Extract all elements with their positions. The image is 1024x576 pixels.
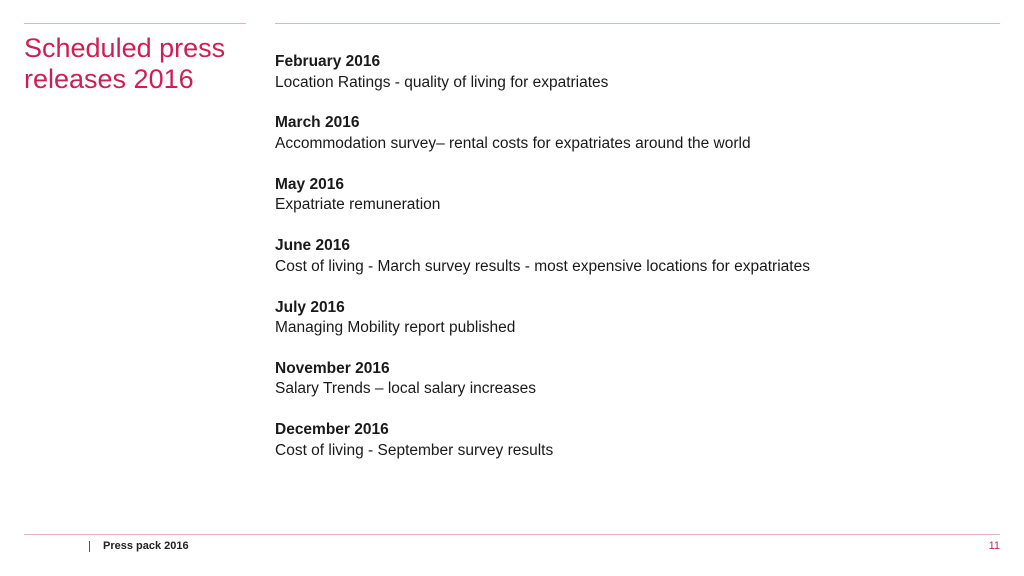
footer-separator (89, 541, 90, 552)
page-number: 11 (988, 540, 1000, 552)
release-description: Managing Mobility report published (275, 319, 516, 337)
release-date: November 2016 (275, 359, 390, 377)
footer-label: Press pack 2016 (103, 540, 189, 552)
release-description: Location Ratings - quality of living for… (275, 73, 609, 91)
slide-title-line-1: Scheduled press (24, 33, 226, 63)
press-release-list: February 2016 Location Ratings - quality… (275, 52, 995, 482)
release-item-december: December 2016 Cost of living - September… (275, 420, 995, 481)
release-date: December 2016 (275, 421, 389, 439)
release-date: June 2016 (275, 237, 350, 255)
top-left-divider (24, 23, 246, 24)
release-item-may: May 2016 Expatriate remuneration (275, 175, 995, 236)
release-description: Salary Trends – local salary increases (275, 380, 537, 398)
release-description: Cost of living - March survey results - … (275, 257, 810, 275)
release-date: May 2016 (275, 175, 344, 193)
release-item-november: November 2016 Salary Trends – local sala… (275, 359, 995, 420)
release-item-february: February 2016 Location Ratings - quality… (275, 52, 995, 113)
release-date: July 2016 (275, 298, 345, 316)
release-description: Accommodation survey– rental costs for e… (275, 134, 751, 152)
release-description: Expatriate remuneration (275, 196, 441, 214)
release-date: February 2016 (275, 53, 381, 70)
slide-title: Scheduled press releases 2016 (24, 33, 254, 95)
release-date: March 2016 (275, 114, 360, 132)
release-item-july: July 2016 Managing Mobility report publi… (275, 298, 995, 359)
top-right-divider (275, 23, 1000, 24)
release-item-june: June 2016 Cost of living - March survey … (275, 236, 995, 297)
release-item-march: March 2016 Accommodation survey– rental … (275, 113, 995, 174)
footer-divider (24, 534, 1000, 535)
release-description: Cost of living - September survey result… (275, 441, 554, 459)
slide-title-line-2: releases 2016 (24, 64, 194, 94)
